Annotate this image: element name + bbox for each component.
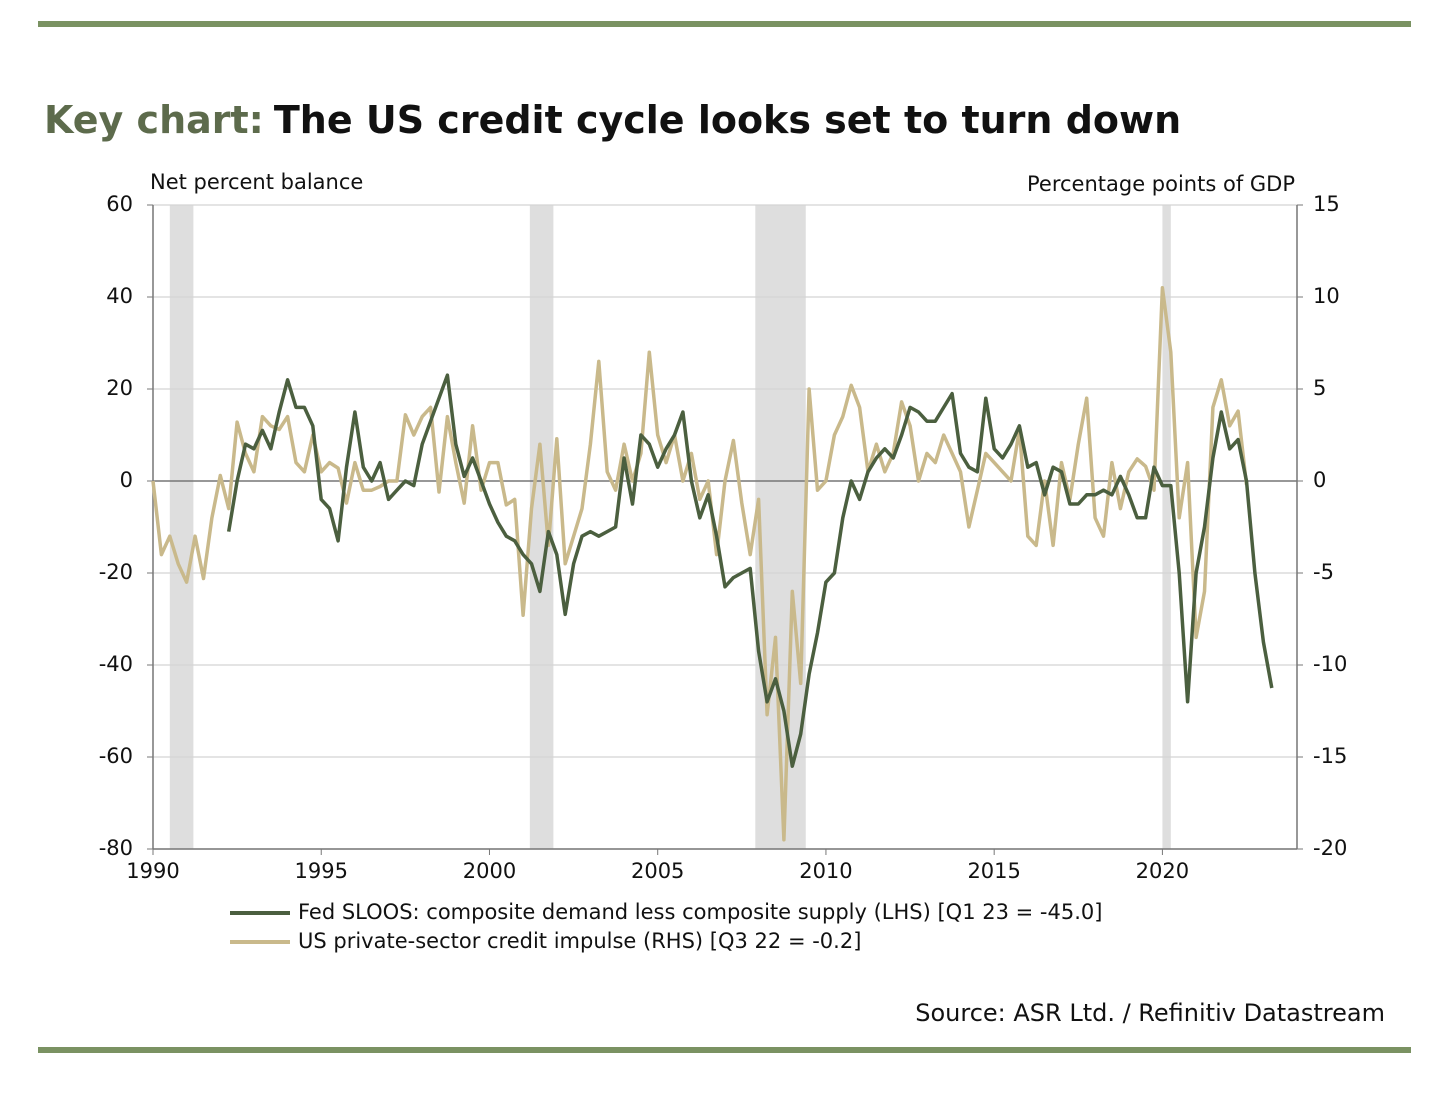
series-line: [151, 286, 1249, 842]
x-tick-label: 1990: [126, 859, 179, 883]
top-rule: [38, 21, 1411, 27]
recession-band: [169, 205, 194, 849]
x-tick-label: 2010: [799, 859, 852, 883]
y2-tick-label: 5: [1313, 376, 1326, 400]
y-axis-label: Net percent balance: [150, 170, 363, 194]
x-tick-label: 1995: [295, 859, 348, 883]
y-tick-label: -60: [99, 744, 133, 768]
y2-tick-label: -10: [1313, 652, 1347, 676]
title-main: The US credit cycle looks set to turn do…: [274, 98, 1181, 142]
x-tick-label: 2005: [631, 859, 684, 883]
y-tick-label: -20: [99, 560, 133, 584]
x-tick-label: 2015: [967, 859, 1020, 883]
y-tick-label: 60: [106, 192, 133, 216]
series-line: [226, 373, 1274, 768]
y2-tick-label: 10: [1313, 284, 1340, 308]
y-tick-label: 0: [120, 468, 133, 492]
y2-tick-label: 0: [1313, 468, 1326, 492]
y-tick-label: -40: [99, 652, 133, 676]
legend-label: US private-sector credit impulse (RHS) […: [298, 929, 861, 953]
y2-tick-label: -5: [1313, 560, 1334, 584]
recession-band: [1162, 205, 1171, 849]
legend-label: Fed SLOOS: composite demand less composi…: [298, 900, 1102, 924]
y2-tick-label: -20: [1313, 836, 1347, 860]
y-tick-label: -80: [99, 836, 133, 860]
chart-title: Key chart: The US credit cycle looks set …: [44, 98, 1181, 142]
y-tick-label: 40: [106, 284, 133, 308]
y2-tick-label: 15: [1313, 192, 1340, 216]
y2-axis-label: Percentage points of GDP: [1027, 172, 1295, 196]
bottom-rule: [38, 1047, 1411, 1053]
y-tick-label: 20: [106, 376, 133, 400]
recession-band: [529, 205, 554, 849]
title-prefix: Key chart:: [44, 98, 264, 142]
x-tick-label: 2000: [463, 859, 516, 883]
plot-area: -80 -60 -40 -20 0 20 40 60 -20 -15 -10 -5 0 5 10 15 1990…: [99, 192, 1348, 883]
y2-tick-label: -15: [1313, 744, 1347, 768]
source-note: Source: ASR Ltd. / Refinitiv Datastream: [915, 999, 1385, 1027]
x-tick-label: 2020: [1136, 859, 1189, 883]
